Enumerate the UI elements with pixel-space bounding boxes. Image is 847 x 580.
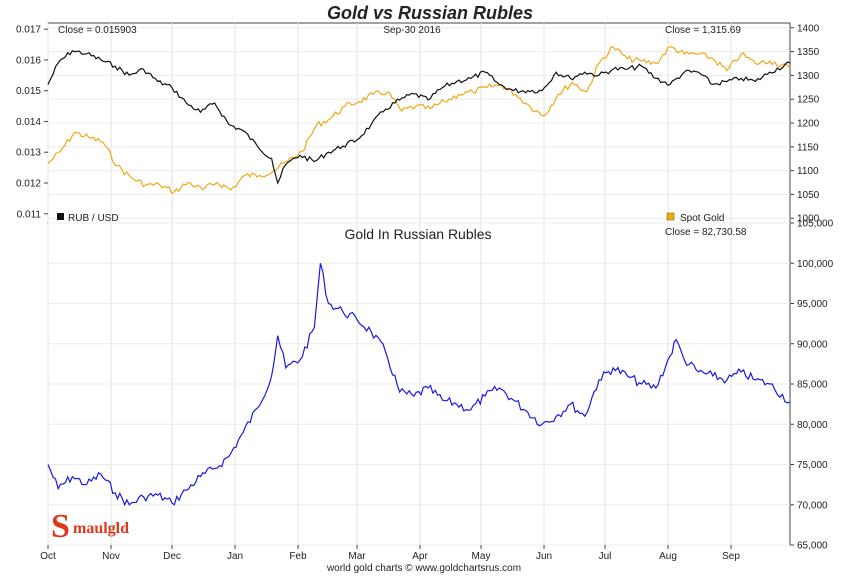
bottom-right-tick-label: 70,000 xyxy=(797,500,828,511)
left-tick-label: 0.017 xyxy=(16,25,41,36)
bottom-right-tick-label: 95,000 xyxy=(797,299,828,310)
right-tick-label: 1300 xyxy=(797,71,820,82)
x-tick-label: Nov xyxy=(102,551,120,562)
bottom-right-tick-label: 100,000 xyxy=(797,259,834,270)
legend-label-spot-gold: Spot Gold xyxy=(680,213,724,224)
left-tick-label: 0.016 xyxy=(16,55,41,66)
x-tick-label: Jun xyxy=(536,551,552,562)
x-tick-label: Oct xyxy=(40,551,56,562)
date-label: Sep-30 2016 xyxy=(383,25,441,36)
x-tick-label: Aug xyxy=(659,551,677,562)
bottom-right-tick-label: 80,000 xyxy=(797,420,828,431)
smaulgld-logo: S maulgld xyxy=(51,508,129,545)
left-tick-label: 0.015 xyxy=(16,86,41,97)
bottom-right-axis: 105,000 100,000 95,000 90,000 85,000 80,000 75… xyxy=(790,219,834,552)
x-tick-label: Sep xyxy=(722,551,740,562)
bottom-right-tick-label: 75,000 xyxy=(797,460,828,471)
right-tick-label: 1350 xyxy=(797,47,820,58)
legend-label-rub-usd: RUB / USD xyxy=(68,213,119,224)
left-tick-label: 0.012 xyxy=(16,179,41,190)
bottom-panel-title: Gold In Russian Rubles xyxy=(344,226,491,242)
x-tick-label: May xyxy=(472,551,491,562)
right-tick-label: 1050 xyxy=(797,190,820,201)
x-tick-label: Jan xyxy=(227,551,243,562)
legend-swatch-spot-gold xyxy=(666,212,675,221)
bottom-grid xyxy=(47,222,790,546)
chart-title: Gold vs Russian Rubles xyxy=(327,3,533,23)
bottom-right-tick-label: 65,000 xyxy=(797,541,828,552)
series-line-rub-usd xyxy=(47,49,791,185)
left-tick-label: 0.011 xyxy=(17,209,42,220)
bottom-close-label: Close = 82,730.58 xyxy=(665,227,747,238)
left-close-label: Close = 0.015903 xyxy=(58,25,137,36)
bottom-right-tick-label: 85,000 xyxy=(797,380,828,391)
x-tick-label: Feb xyxy=(289,551,307,562)
x-tick-label: Jul xyxy=(599,551,612,562)
series-line-spot-gold xyxy=(47,46,791,195)
bottom-panel: 105,000 100,000 95,000 90,000 85,000 80,000 75… xyxy=(47,219,834,552)
right-close-label: Close = 1,315.69 xyxy=(665,25,741,36)
x-tick-label: Apr xyxy=(412,551,428,562)
legend-swatch-rub-usd xyxy=(57,213,64,220)
right-tick-label: 1000 xyxy=(797,214,820,225)
left-tick-label: 0.014 xyxy=(16,117,41,128)
right-tick-label: 1150 xyxy=(797,142,819,153)
top-right-axis: 1400 1350 1300 1250 1200 1150 1100 1050 1000 xyxy=(790,23,820,225)
right-tick-label: 1400 xyxy=(797,23,820,34)
right-tick-label: 1250 xyxy=(797,95,820,106)
right-tick-label: 1100 xyxy=(797,166,819,177)
top-grid xyxy=(47,23,790,223)
bottom-right-tick-label: 105,000 xyxy=(797,219,834,230)
x-tick-label: Dec xyxy=(163,551,181,562)
top-left-axis: 0.017 0.016 0.015 0.014 0.013 0.012 0.011 xyxy=(16,25,48,220)
x-axis: Oct Nov Dec Jan Feb Mar Apr May Jun Jul Aug Sep xyxy=(40,545,740,562)
series-line-gold-in-rubles xyxy=(47,263,791,507)
top-panel: 0.017 0.016 0.015 0.014 0.013 0.012 0.011 1400… xyxy=(16,22,820,225)
logo-initial: S xyxy=(51,508,70,545)
right-tick-label: 1200 xyxy=(797,119,820,130)
x-tick-label: Mar xyxy=(348,551,366,562)
logo-text: maulgld xyxy=(73,520,129,537)
footer-credit: world gold charts © www.goldchartsrus.co… xyxy=(326,563,521,574)
left-tick-label: 0.013 xyxy=(16,148,41,159)
bottom-right-tick-label: 90,000 xyxy=(797,339,828,350)
